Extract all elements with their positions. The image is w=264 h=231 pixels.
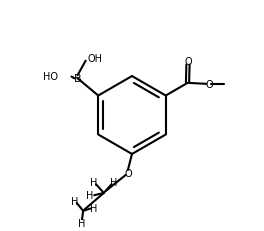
Text: O: O	[184, 57, 192, 67]
Text: B: B	[74, 74, 81, 84]
Text: HO: HO	[43, 72, 58, 82]
Text: H: H	[78, 218, 86, 228]
Text: H: H	[90, 203, 97, 213]
Text: OH: OH	[88, 53, 103, 64]
Text: O: O	[124, 168, 132, 178]
Text: O: O	[205, 79, 213, 89]
Text: H: H	[110, 177, 117, 187]
Text: H: H	[86, 190, 94, 200]
Text: H: H	[90, 177, 97, 187]
Text: H: H	[71, 196, 78, 206]
